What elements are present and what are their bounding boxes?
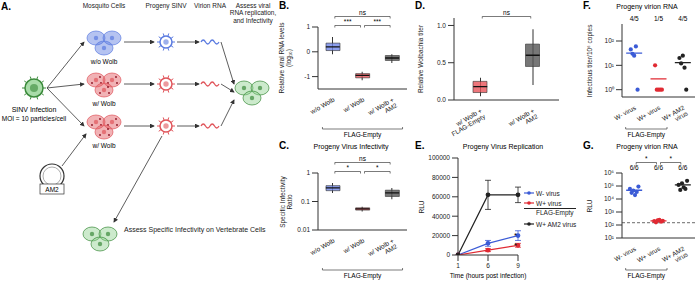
svg-text:D.: D. [415, 0, 425, 11]
html-text:Assess Specific Infectivity on: Assess Specific Infectivity on Vertebrat… [124, 226, 266, 233]
svg-text:w/ Wolb +FLAG-Empty: w/ Wolb +FLAG-Empty [447, 106, 487, 138]
svg-text:0.1: 0.1 [301, 198, 310, 205]
svg-text:-1: -1 [304, 73, 310, 80]
svg-text:60000: 60000 [432, 193, 450, 200]
svg-text:0: 0 [446, 251, 450, 258]
html-text:Infectious titer/10⁶ copies: Infectious titer/10⁶ copies [585, 24, 593, 97]
svg-text:Time (hours post infection): Time (hours post infection) [450, 272, 527, 280]
svg-text:SINV Infection: SINV Infection [12, 106, 57, 113]
svg-text:1/5: 1/5 [654, 15, 663, 22]
html-text:W- virus: W- virus [536, 189, 560, 197]
svg-text:W+ AM2virus: W+ AM2virus [661, 244, 690, 268]
svg-text:10³: 10³ [605, 208, 615, 215]
html-text:Relative viral RNA levels (log: Relative viral RNA levels (log₁₀) [277, 22, 292, 94]
svg-text:10⁵: 10⁵ [604, 182, 614, 189]
svg-text:w/ Wolb: w/ Wolb [92, 142, 116, 149]
svg-text:W- virus: W- virus [613, 103, 638, 121]
svg-text:40000: 40000 [432, 213, 450, 220]
svg-text:0: 0 [306, 48, 310, 55]
svg-text:0.01: 0.01 [297, 226, 310, 233]
svg-text:80000: 80000 [432, 174, 450, 181]
svg-text:W+ virus: W+ virus [636, 244, 662, 263]
svg-text:10¹: 10¹ [605, 234, 615, 241]
svg-text:10⁴: 10⁴ [604, 195, 614, 202]
html-text:Mosquito Cells: Mosquito Cells [82, 2, 126, 9]
svg-text:10²: 10² [605, 37, 615, 44]
svg-text:ns: ns [503, 9, 511, 16]
svg-text:Progeny Virus Replication: Progeny Virus Replication [463, 143, 544, 151]
svg-text:6/6: 6/6 [678, 164, 687, 171]
svg-text:6: 6 [486, 262, 490, 269]
svg-text:AM2: AM2 [45, 186, 59, 193]
svg-text:10⁶: 10⁶ [604, 169, 614, 176]
html-text:Virion RNA: Virion RNA [194, 2, 226, 9]
svg-text:FLAG-Empty: FLAG-Empty [628, 272, 666, 280]
svg-text:w/o Wolb: w/o Wolb [308, 237, 336, 257]
svg-text:ns: ns [359, 155, 367, 162]
svg-text:4/5: 4/5 [630, 15, 639, 22]
svg-text:w/ Wolb: w/ Wolb [341, 96, 366, 114]
svg-text:9: 9 [516, 262, 520, 269]
svg-text:B.: B. [279, 0, 289, 11]
svg-text:6/6: 6/6 [630, 164, 639, 171]
html-text:Progeny SINV: Progeny SINV [145, 2, 187, 9]
html-text:Assess viral RNA replication,: Assess viral RNA replication, and Infect… [229, 2, 277, 24]
svg-text:1: 1 [306, 169, 310, 176]
svg-text:w/ Wolb +AM2: w/ Wolb +AM2 [506, 107, 539, 134]
svg-text:E.: E. [415, 140, 425, 151]
svg-text:FLAG-Empty: FLAG-Empty [344, 131, 382, 139]
html-text:W+ virus: W+ virus [536, 199, 562, 207]
svg-text:20000: 20000 [432, 232, 450, 239]
svg-text:4/5: 4/5 [678, 15, 687, 22]
svg-text:Progeny Virus Infectivity: Progeny Virus Infectivity [314, 143, 389, 151]
svg-text:1.0: 1.0 [437, 22, 446, 29]
svg-text:10²: 10² [605, 221, 615, 228]
html-text:W+ AM2 virus: W+ AM2 virus [536, 220, 577, 228]
svg-text:0.0: 0.0 [437, 96, 446, 103]
svg-text:w/o Wolb: w/o Wolb [308, 96, 336, 116]
html-text:Specific Infectivity Ratio: Specific Infectivity Ratio [277, 175, 292, 228]
svg-text:C.: C. [279, 140, 289, 151]
svg-text:*: * [669, 155, 672, 162]
svg-text:0.5: 0.5 [437, 59, 446, 66]
html-text:RLU: RLU [417, 200, 425, 213]
svg-text:A.: A. [1, 1, 11, 12]
svg-text:*: * [376, 164, 379, 171]
svg-text:10¹: 10¹ [605, 62, 615, 69]
html-text:RLU: RLU [585, 199, 593, 212]
svg-text:*: * [346, 164, 349, 171]
svg-text:FLAG-Empty: FLAG-Empty [628, 131, 666, 139]
svg-text:Progeny virion RNA: Progeny virion RNA [616, 143, 678, 151]
svg-text:w/ Wolb +AM2: w/ Wolb +AM2 [366, 96, 399, 123]
svg-text:1: 1 [306, 23, 310, 30]
svg-text:***: *** [374, 18, 382, 25]
svg-text:W+ AM2virus: W+ AM2virus [661, 103, 690, 127]
svg-text:*: * [645, 155, 648, 162]
svg-text:w/o Wolb: w/o Wolb [90, 58, 118, 65]
svg-text:MOI = 10 particles/cell: MOI = 10 particles/cell [2, 115, 67, 123]
svg-text:100000: 100000 [428, 154, 450, 161]
svg-text:ns: ns [359, 9, 367, 16]
html-text:FLAG-Empty: FLAG-Empty [536, 209, 574, 216]
svg-text:*: * [514, 231, 517, 240]
svg-text:10⁰: 10⁰ [605, 86, 615, 93]
svg-text:w/ Wolb +AM2: w/ Wolb +AM2 [366, 237, 399, 264]
svg-text:w/ Wolb: w/ Wolb [341, 237, 366, 255]
svg-text:***: *** [344, 18, 352, 25]
svg-text:W+ virus: W+ virus [636, 103, 662, 122]
svg-text:w/ Wolb: w/ Wolb [92, 100, 116, 107]
svg-text:6/6: 6/6 [654, 164, 663, 171]
svg-text:W- virus: W- virus [613, 244, 638, 262]
svg-text:1: 1 [456, 262, 460, 269]
svg-text:FLAG-Empty: FLAG-Empty [344, 272, 382, 280]
html-text:Relative Wolbachia titer: Relative Wolbachia titer [417, 24, 425, 94]
svg-text:Progeny virion RNA: Progeny virion RNA [616, 3, 678, 11]
svg-text:*: * [514, 241, 517, 250]
svg-text:G.: G. [583, 140, 594, 151]
svg-text:F.: F. [583, 0, 591, 11]
